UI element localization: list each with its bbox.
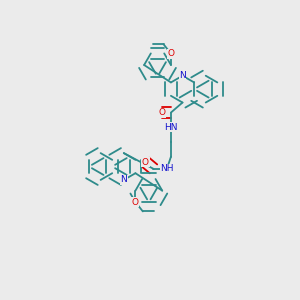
Text: O: O [158, 108, 165, 117]
Text: NH: NH [160, 164, 174, 173]
Text: HN: HN [164, 123, 178, 132]
Text: O: O [142, 158, 149, 166]
Text: N: N [179, 71, 186, 80]
Text: O: O [167, 49, 174, 58]
Text: O: O [132, 197, 139, 206]
Text: N: N [121, 176, 127, 184]
